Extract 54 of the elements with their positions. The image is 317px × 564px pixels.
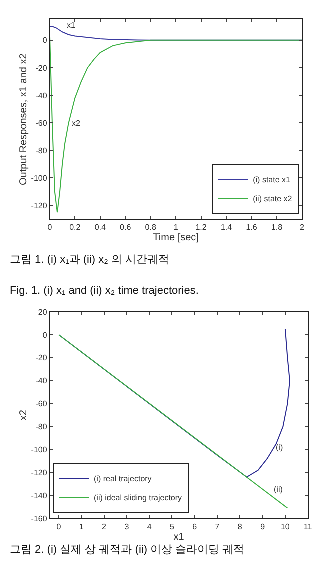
x-tick-label: 7 xyxy=(215,522,220,532)
y-tick-label: -80 xyxy=(36,146,48,156)
y-tick-label: -60 xyxy=(36,400,48,409)
legend-label: (ii) state x2 xyxy=(253,194,293,204)
x-tick-label: 1.2 xyxy=(196,223,208,232)
y-tick-label: -100 xyxy=(31,174,48,183)
y-tick-label: 0 xyxy=(42,330,48,340)
x-tick-label: 2 xyxy=(102,522,108,532)
legend-label: (i) real trajectory xyxy=(94,474,152,484)
x-tick-label: 10 xyxy=(280,522,290,532)
x-tick-label: 0.2 xyxy=(70,223,82,232)
annotation: (i) xyxy=(276,443,284,452)
annotation: (ii) xyxy=(274,485,284,494)
x-tick-label: 0.8 xyxy=(145,223,157,232)
y-tick-label: -40 xyxy=(36,91,48,100)
y-tick-label: -140 xyxy=(31,491,48,500)
y-tick-label: -120 xyxy=(31,202,48,211)
y-tick-label: -60 xyxy=(36,118,48,128)
x-tick-label: 0.6 xyxy=(120,223,132,232)
x-tick-label: 11 xyxy=(304,522,313,532)
legend-label: (i) state x1 xyxy=(253,176,292,185)
x-axis-title: Time [sec] xyxy=(153,232,200,244)
y-tick-label: -120 xyxy=(31,468,48,478)
x-tick-label: 2 xyxy=(300,223,305,232)
y-axis-title: x2 xyxy=(18,410,30,421)
y-tick-label: -20 xyxy=(36,354,48,363)
x-tick-label: 1.4 xyxy=(220,223,233,232)
x-tick-label: 8 xyxy=(238,522,243,532)
y-tick-label: -20 xyxy=(36,64,48,73)
annotation: x2 xyxy=(72,119,81,128)
y-tick-label: 20 xyxy=(38,308,48,317)
x-tick-label: 5 xyxy=(170,522,175,532)
caption: 그림 2. (i) 실제 상 궤적과 (ii) 이상 슬라이딩 궤적 xyxy=(10,544,245,556)
y-tick-label: -100 xyxy=(31,446,48,455)
caption: 그림 1. (i) x₁과 (ii) x₂ 의 시간궤적 xyxy=(10,254,170,266)
x-tick-label: 1.6 xyxy=(246,223,258,232)
y-axis-title: Output Responses, x1 and x2 xyxy=(18,53,30,186)
y-tick-label: -40 xyxy=(36,376,48,386)
annotation: x1 xyxy=(67,21,76,30)
x-tick-label: 0.4 xyxy=(94,223,106,232)
y-tick-label: 0 xyxy=(42,36,48,46)
y-tick-label: -160 xyxy=(31,514,48,524)
x-tick-label: 3 xyxy=(124,522,130,532)
x-tick-label: 6 xyxy=(192,522,198,532)
x-tick-label: 4 xyxy=(147,522,152,532)
x-tick-label: 1 xyxy=(174,223,179,232)
x-tick-label: 9 xyxy=(260,522,266,532)
x-tick-label: 1 xyxy=(79,522,84,532)
caption: Fig. 1. (i) x₁ and (ii) x₂ time trajectories. xyxy=(10,285,199,297)
x-tick-label: 1.8 xyxy=(271,223,284,232)
x-tick-label: 0 xyxy=(56,522,62,532)
legend-label: (ii) ideal sliding trajectory xyxy=(94,494,182,503)
y-tick-label: -80 xyxy=(36,422,48,432)
x-axis-title: x1 xyxy=(174,532,185,543)
